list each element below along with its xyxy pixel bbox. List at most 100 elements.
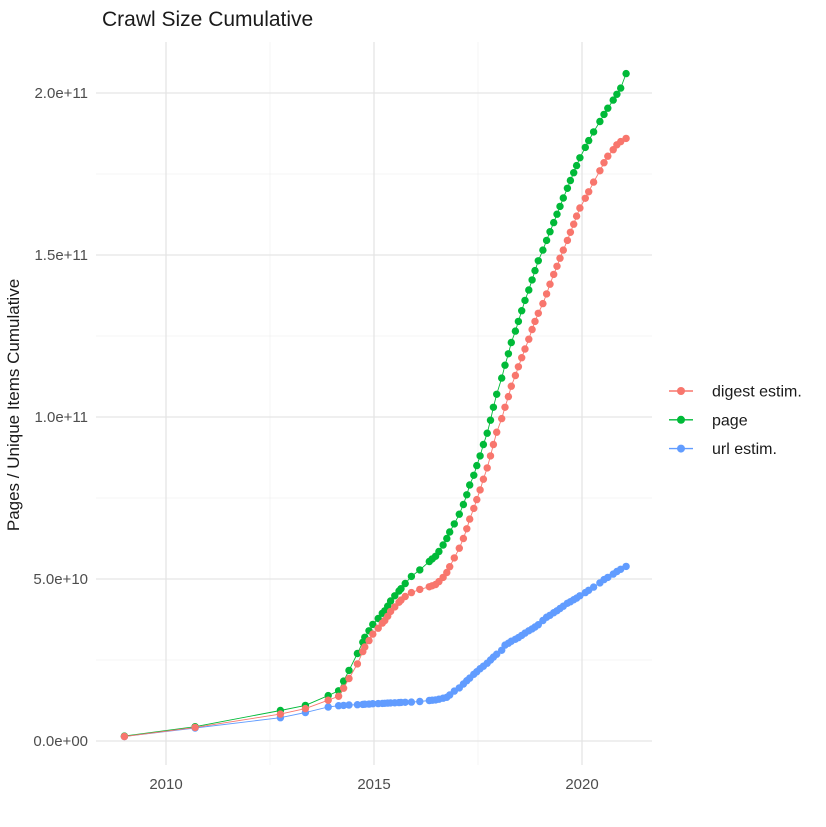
data-point [596,167,604,175]
data-point [374,624,382,632]
data-point [416,697,424,706]
data-point [369,620,377,629]
data-point [459,534,468,543]
data-point [596,117,604,126]
data-point [450,520,458,528]
data-point [622,562,630,571]
data-point [559,194,567,202]
data-point [572,161,581,170]
data-point [514,363,523,371]
data-point [470,504,478,513]
data-point [401,579,409,588]
chart-title: Crawl Size Cumulative [102,8,313,31]
data-point [483,429,491,437]
data-point [446,563,454,571]
data-point [276,710,285,718]
data-point [542,290,551,298]
data-point [463,525,471,533]
data-point [553,262,561,270]
data-point [570,169,578,177]
x-tick-label: 2015 [357,776,390,793]
y-axis-title: Pages / Unique Items Cumulative [4,279,23,531]
data-point [617,565,625,573]
data-point [504,350,513,358]
data-point [622,134,630,143]
data-point [401,592,409,601]
data-point [539,246,547,254]
data-point [518,354,526,362]
data-point [528,276,536,284]
y-tick-label: 1.0e+11 [34,409,88,426]
data-point [501,361,509,369]
data-point [518,307,526,315]
data-point [470,471,478,479]
data-point [617,137,625,146]
data-point [486,416,495,424]
data-point [507,382,515,390]
major-gridlines [96,42,652,765]
data-point [473,495,481,504]
data-point [511,371,520,380]
data-point [566,176,575,185]
data-point [550,270,558,279]
data-point [546,228,554,236]
data-point [622,69,630,78]
data-point [542,236,551,245]
data-point [324,703,332,711]
data-point [585,188,593,196]
data-point [511,327,520,335]
data-point [455,544,463,552]
data-point [334,692,343,700]
legend-item: url estim. [669,441,777,458]
data-point [493,390,501,398]
data-point [301,704,310,713]
data-point [589,178,598,186]
x-tick-label: 2010 [149,776,182,793]
x-axis-tick-labels: 2010 2015 2020 [149,776,598,793]
data-point [191,723,199,732]
data-point [345,674,353,683]
data-point [589,583,598,591]
data-point [450,554,458,562]
y-tick-label: 0.0e+00 [33,733,88,750]
data-point [514,317,523,326]
data-point [489,440,498,449]
data-point [407,572,416,581]
data-point [539,299,547,308]
data-point [361,643,369,651]
series-points-digest-estim [120,134,630,741]
data-point [466,515,474,523]
y-axis-tick-labels: 0.0e+00 5.0e+10 1.0e+11 1.5e+11 2.0e+11 [33,85,88,750]
data-point [585,136,593,145]
data-point [345,666,353,675]
legend-item: page [669,412,748,429]
data-point [416,585,424,594]
data-point [401,698,409,706]
series-line-url-estim [124,566,627,737]
series-digest-estim [120,134,630,741]
legend-item-label: url estim. [712,441,777,458]
data-point [443,568,451,577]
data-point [609,96,617,104]
data-point [443,534,451,543]
data-point [531,266,539,275]
data-point [493,428,501,436]
data-point [534,309,542,317]
data-point [576,204,584,212]
data-point [507,338,515,347]
data-point [386,597,395,605]
data-point [613,90,621,99]
data-point [493,650,501,658]
legend: digest estim. page url estim. [669,384,802,458]
legend-item-label: digest estim. [712,384,802,401]
data-point [391,592,399,600]
series-points-url-estim [120,562,630,741]
data-point [345,701,353,709]
legend-item-label: page [712,412,748,429]
data-point [435,547,443,556]
series-page [120,69,630,740]
data-point [531,317,539,326]
data-point [459,500,468,509]
